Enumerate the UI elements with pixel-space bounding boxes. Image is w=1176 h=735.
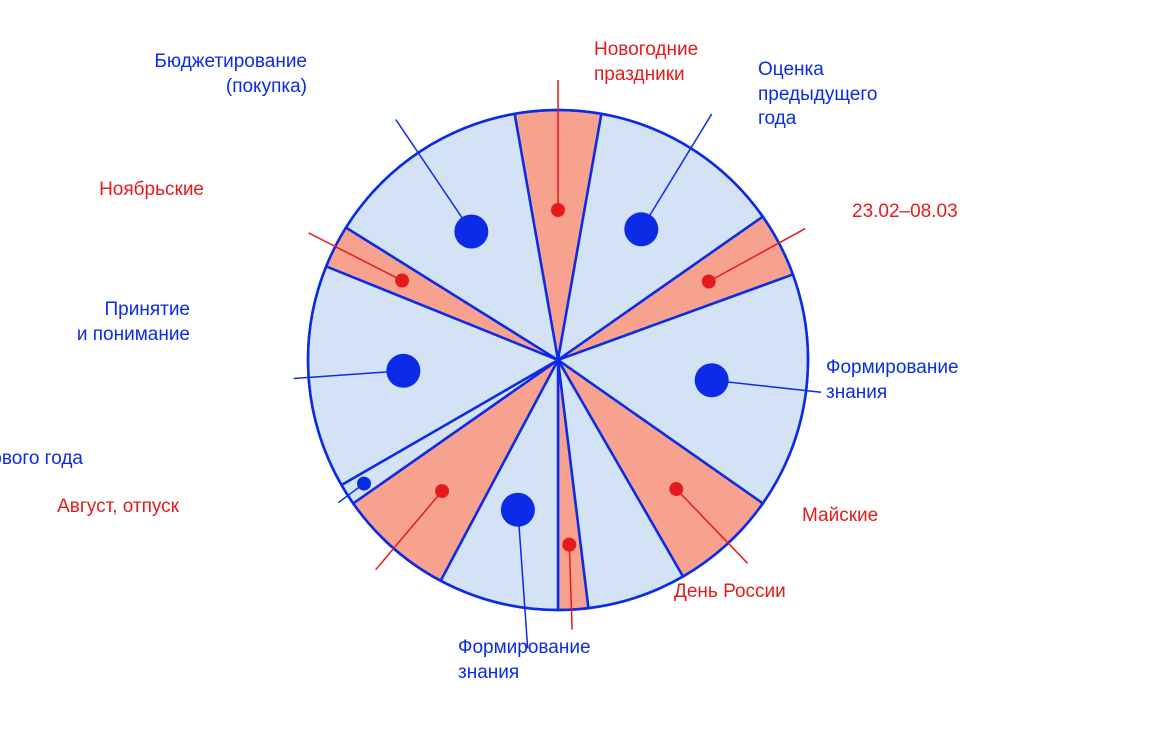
- label-may: Майские: [802, 504, 878, 529]
- label-knowledge2: Формирование знания: [458, 636, 591, 685]
- label-knowledge1: Формирование знания: [826, 356, 959, 405]
- label-accept: Принятие и понимание: [77, 298, 190, 347]
- label-new_year: Новогодние праздники: [594, 38, 698, 87]
- label-russia_day: День России: [674, 580, 786, 605]
- label-november: Ноябрьские: [99, 178, 204, 203]
- label-feb_march: 23.02–08.03: [852, 200, 958, 225]
- label-budgeting: Бюджетирование (покупка): [154, 50, 307, 99]
- pie-chart: [0, 0, 1176, 735]
- label-biz_year: Начало делового года: [0, 447, 83, 472]
- label-prev_year: Оценка предыдущего года: [758, 58, 877, 132]
- label-august: Август, отпуск: [57, 495, 179, 520]
